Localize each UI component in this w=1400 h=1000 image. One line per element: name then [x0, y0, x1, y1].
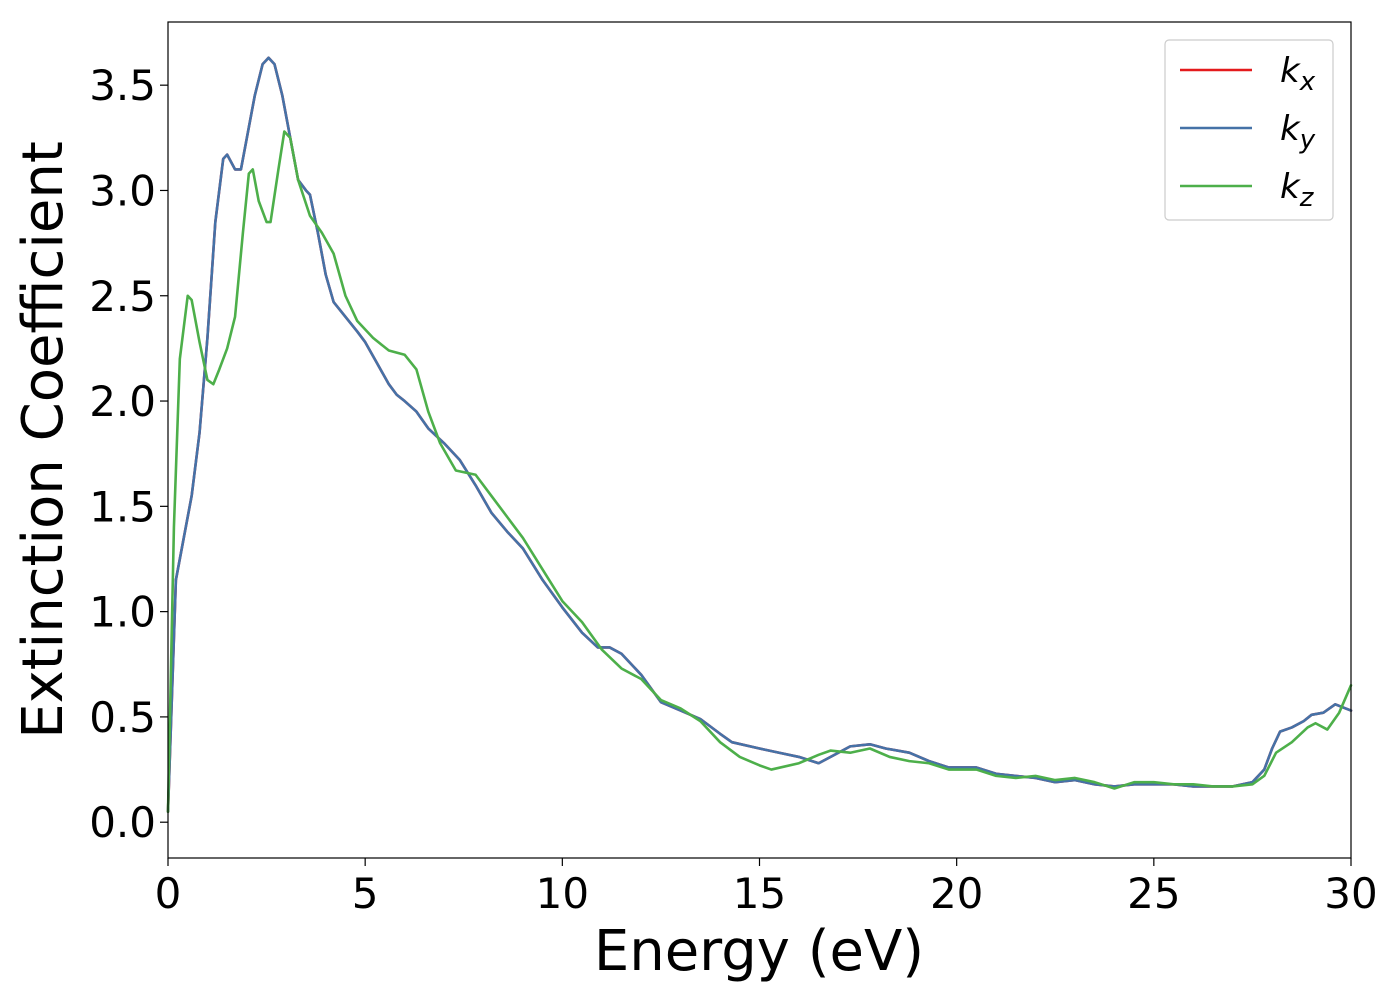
y-tick-label: 1.5 [89, 482, 156, 531]
y-tick-label: 0.0 [89, 798, 156, 847]
x-tick-label: 10 [536, 869, 589, 918]
y-tick-label: 3.5 [89, 61, 156, 110]
x-axis-title: Energy (eV) [594, 919, 924, 984]
x-tick-label: 30 [1324, 869, 1377, 918]
y-axis-title: Extinction Coefficient [11, 141, 76, 739]
x-tick-label: 20 [930, 869, 983, 918]
y-axis: 0.0 0.5 1.0 1.5 2.0 2.5 3.0 3.5 [89, 61, 168, 847]
series-line-ky [166, 56, 1353, 813]
y-tick-label: 1.0 [89, 588, 156, 637]
y-tick-label: 3.0 [89, 166, 156, 215]
legend-label-kx: kx [1280, 51, 1316, 97]
y-tick-label: 2.5 [89, 272, 156, 321]
legend-label-ky: ky [1280, 109, 1316, 155]
series-line-kz [166, 130, 1353, 813]
x-tick-label: 25 [1127, 869, 1180, 918]
series-layer [166, 56, 1353, 813]
x-axis: 0 5 10 15 20 25 30 [155, 858, 1378, 918]
x-tick-label: 0 [155, 869, 182, 918]
x-tick-label: 5 [352, 869, 379, 918]
y-tick-label: 0.5 [89, 693, 156, 742]
legend-box [1164, 39, 1334, 221]
x-tick-label: 15 [733, 869, 786, 918]
legend: kx ky kz [1164, 39, 1334, 221]
y-tick-label: 2.0 [89, 377, 156, 426]
legend-label-kz: kz [1280, 167, 1315, 213]
